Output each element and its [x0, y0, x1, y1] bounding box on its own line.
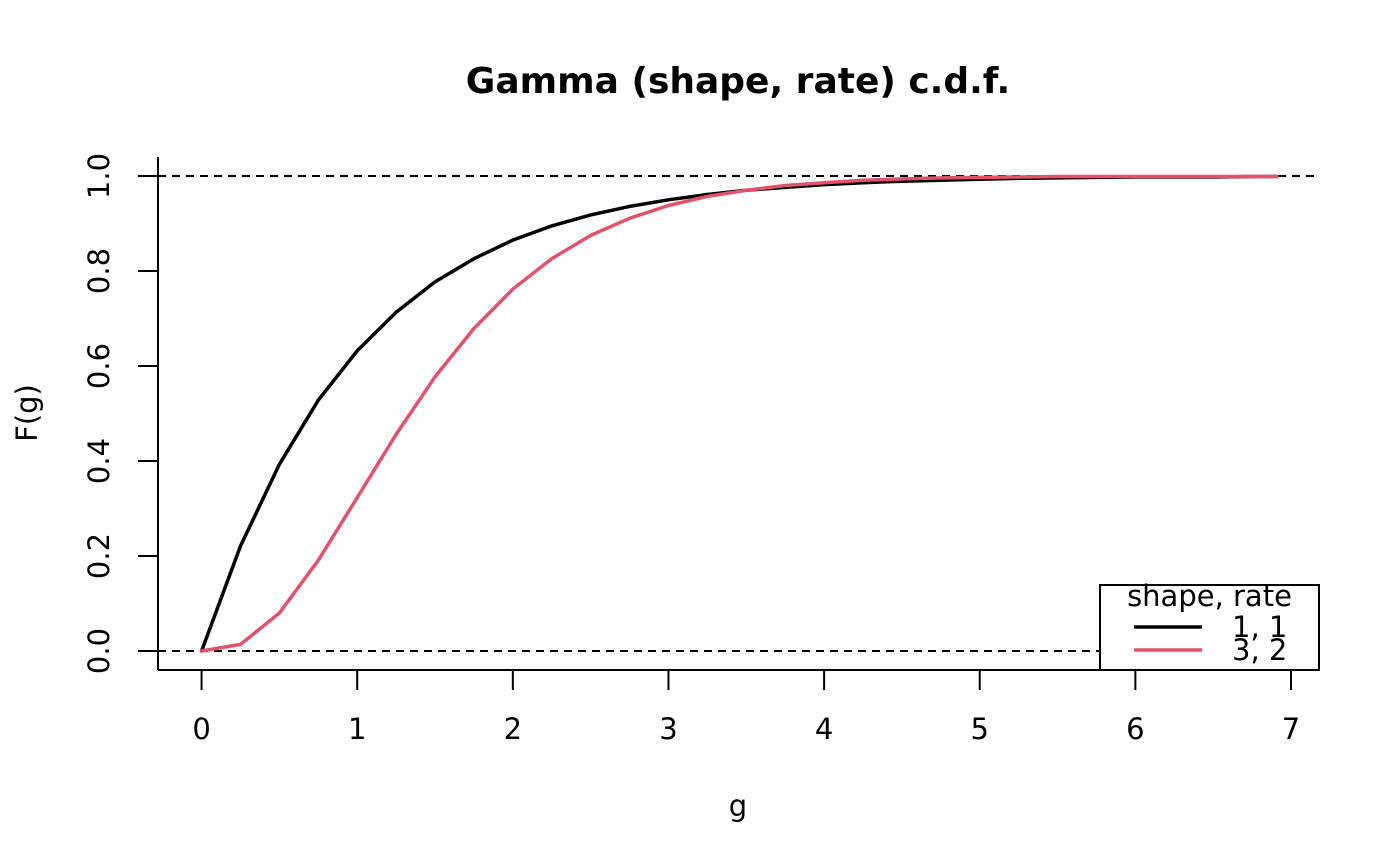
x-tick-label: 0 — [192, 712, 210, 746]
x-tick-label: 4 — [815, 712, 833, 746]
x-tick-label: 1 — [348, 712, 366, 746]
series-lines — [199, 174, 1279, 653]
y-tick-label: 0.0 — [82, 628, 116, 674]
legend-entry-label: 1, 1 — [1232, 610, 1287, 644]
chart-title: Gamma (shape, rate) c.d.f. — [466, 61, 1010, 102]
series-line-1 — [199, 174, 1279, 653]
legend-title: shape, rate — [1127, 579, 1292, 613]
y-axis-label: F(g) — [10, 384, 44, 442]
y-tick-label: 1.0 — [82, 153, 116, 199]
y-axis-ticks: 0.0 0.2 0.4 0.6 0.8 1.0 — [82, 153, 158, 674]
x-tick-label: 2 — [504, 712, 522, 746]
y-tick-label: 0.2 — [82, 533, 116, 579]
y-tick-label: 0.8 — [82, 248, 116, 294]
legend-entries: 1, 13, 2 — [1134, 610, 1287, 667]
x-tick-label: 7 — [1282, 712, 1300, 746]
x-tick-label: 3 — [659, 712, 677, 746]
legend-entry-label: 3, 2 — [1232, 633, 1287, 667]
x-tick-label: 6 — [1126, 712, 1144, 746]
y-tick-label: 0.6 — [82, 343, 116, 389]
legend: shape, rate 1, 13, 2 — [1099, 579, 1320, 671]
x-axis-label: g — [729, 789, 747, 823]
x-tick-label: 5 — [971, 712, 989, 746]
series-line-2 — [199, 174, 1279, 653]
x-axis-ticks: 0 1 2 3 4 5 6 7 — [192, 670, 1300, 746]
y-tick-label: 0.4 — [82, 438, 116, 484]
